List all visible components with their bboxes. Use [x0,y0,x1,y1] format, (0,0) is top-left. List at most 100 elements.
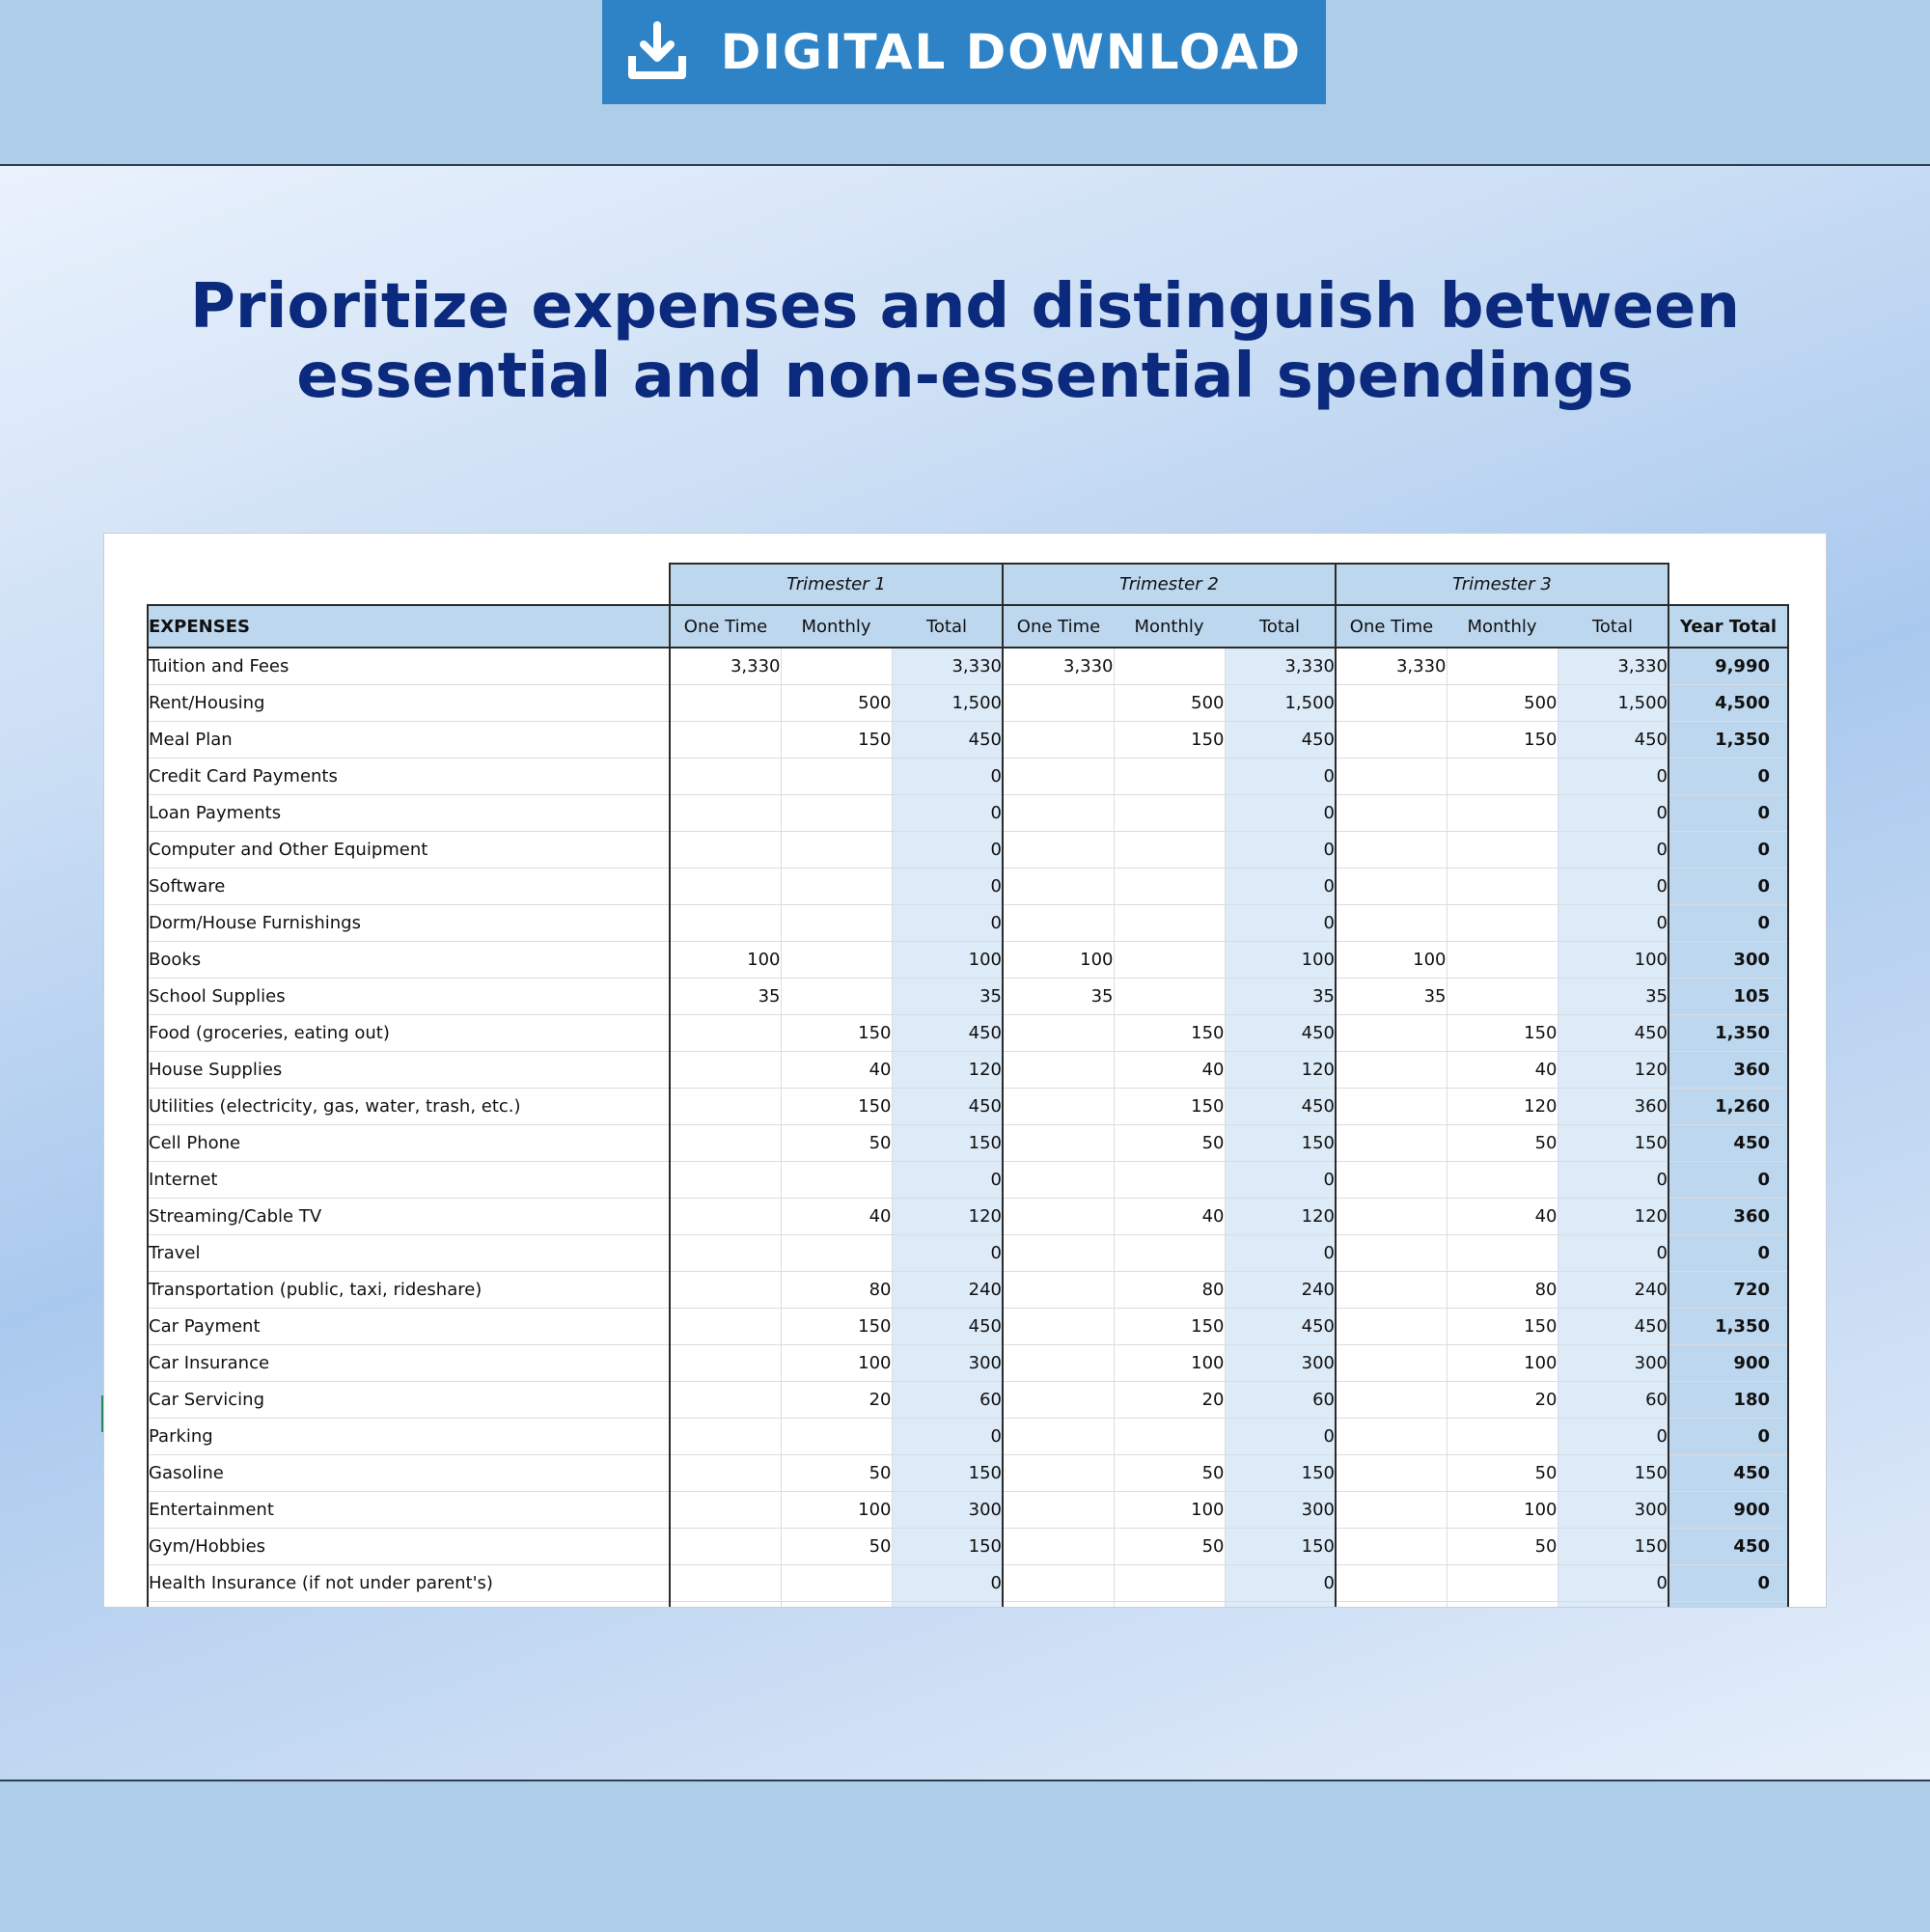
one-time-cell[interactable] [1003,1271,1115,1309]
total-cell[interactable]: 0 [1225,904,1337,942]
monthly-cell[interactable]: 20 [781,1381,893,1419]
one-time-cell[interactable] [670,1381,782,1419]
total-cell[interactable]: 450 [1558,1014,1669,1052]
expense-label[interactable]: Car Servicing [147,1381,671,1419]
total-cell[interactable]: 45 [1225,1601,1337,1607]
expense-label[interactable]: Loan Payments [147,794,671,832]
total-cell[interactable]: 0 [1558,758,1669,795]
one-time-cell[interactable] [1336,1271,1448,1309]
one-time-cell[interactable] [670,794,782,832]
year-total-cell[interactable]: 900 [1668,1491,1789,1529]
monthly-cell[interactable] [781,904,893,942]
year-total-cell[interactable]: 0 [1668,1234,1789,1272]
total-cell[interactable]: 100 [1225,941,1337,979]
one-time-cell[interactable] [670,1418,782,1455]
total-cell[interactable]: 150 [1558,1124,1669,1162]
total-cell[interactable]: 0 [1558,1418,1669,1455]
total-cell[interactable]: 0 [1225,1418,1337,1455]
one-time-cell[interactable] [1336,1234,1448,1272]
monthly-cell[interactable]: 150 [781,1014,893,1052]
one-time-cell[interactable] [1336,794,1448,832]
monthly-cell[interactable]: 100 [781,1344,893,1382]
total-cell[interactable]: 360 [1558,1088,1669,1125]
monthly-cell[interactable]: 50 [1114,1124,1226,1162]
expense-label[interactable]: Meal Plan [147,721,671,759]
total-cell[interactable]: 300 [1558,1491,1669,1529]
total-cell[interactable]: 150 [1558,1454,1669,1492]
one-time-cell[interactable] [1336,1014,1448,1052]
monthly-cell[interactable]: 100 [1447,1344,1558,1382]
one-time-cell[interactable] [1336,1564,1448,1602]
one-time-cell[interactable]: 100 [1336,941,1448,979]
one-time-cell[interactable] [1003,1088,1115,1125]
monthly-cell[interactable]: 150 [1114,1308,1226,1345]
total-cell[interactable]: 150 [1225,1124,1337,1162]
one-time-cell[interactable] [670,1161,782,1199]
total-cell[interactable]: 0 [1558,794,1669,832]
total-cell[interactable]: 450 [1225,721,1337,759]
total-cell[interactable]: 300 [1225,1491,1337,1529]
one-time-cell[interactable]: 100 [670,941,782,979]
total-cell[interactable]: 0 [1558,1234,1669,1272]
monthly-cell[interactable]: 100 [1114,1344,1226,1382]
total-cell[interactable]: 60 [1558,1381,1669,1419]
total-cell[interactable]: 0 [892,1564,1004,1602]
total-cell[interactable]: 450 [1558,721,1669,759]
monthly-cell[interactable]: 40 [1447,1198,1558,1235]
one-time-cell[interactable] [1336,684,1448,722]
one-time-cell[interactable] [1003,904,1115,942]
expense-label[interactable]: House Supplies [147,1051,671,1089]
one-time-cell[interactable] [1003,1234,1115,1272]
total-cell[interactable]: 450 [892,1308,1004,1345]
expense-label[interactable]: Streaming/Cable TV [147,1198,671,1235]
one-time-cell[interactable] [1336,758,1448,795]
monthly-cell[interactable] [1114,648,1226,685]
total-cell[interactable]: 0 [1225,794,1337,832]
monthly-cell[interactable]: 150 [1447,721,1558,759]
year-total-cell[interactable]: 0 [1668,1418,1789,1455]
one-time-cell[interactable] [670,1308,782,1345]
one-time-cell[interactable] [1003,1308,1115,1345]
one-time-cell[interactable] [1003,1344,1115,1382]
one-time-cell[interactable]: 35 [670,978,782,1015]
monthly-cell[interactable]: 50 [1447,1454,1558,1492]
one-time-cell[interactable] [1336,1198,1448,1235]
monthly-cell[interactable]: 500 [1447,684,1558,722]
monthly-cell[interactable] [781,831,893,869]
total-cell[interactable]: 450 [892,1088,1004,1125]
total-cell[interactable]: 150 [892,1528,1004,1565]
total-cell[interactable]: 0 [892,1234,1004,1272]
one-time-cell[interactable] [670,904,782,942]
total-cell[interactable]: 0 [1225,1564,1337,1602]
monthly-cell[interactable]: 150 [781,1088,893,1125]
monthly-cell[interactable] [1114,1161,1226,1199]
total-cell[interactable]: 120 [1558,1198,1669,1235]
one-time-cell[interactable] [670,1271,782,1309]
monthly-cell[interactable]: 20 [1114,1381,1226,1419]
monthly-cell[interactable]: 150 [781,1308,893,1345]
monthly-cell[interactable]: 80 [781,1271,893,1309]
digital-download-banner[interactable]: DIGITAL DOWNLOAD [602,0,1326,104]
year-total-cell[interactable]: 360 [1668,1198,1789,1235]
total-cell[interactable]: 120 [1558,1051,1669,1089]
expense-label[interactable]: Dorm/House Furnishings [147,904,671,942]
monthly-cell[interactable] [781,794,893,832]
one-time-cell[interactable] [1003,684,1115,722]
year-total-cell[interactable]: 0 [1668,758,1789,795]
monthly-cell[interactable] [1447,941,1558,979]
monthly-cell[interactable] [1114,941,1226,979]
monthly-cell[interactable]: 20 [1447,1381,1558,1419]
total-cell[interactable]: 45 [1558,1601,1669,1607]
monthly-cell[interactable] [1447,1234,1558,1272]
monthly-cell[interactable]: 50 [781,1124,893,1162]
monthly-cell[interactable] [1447,831,1558,869]
total-cell[interactable]: 0 [892,1418,1004,1455]
total-cell[interactable]: 300 [1558,1344,1669,1382]
monthly-cell[interactable] [1447,1564,1558,1602]
one-time-cell[interactable] [670,1014,782,1052]
monthly-cell[interactable]: 100 [1114,1491,1226,1529]
total-cell[interactable]: 240 [892,1271,1004,1309]
year-total-cell[interactable]: 1,350 [1668,721,1789,759]
total-cell[interactable]: 1,500 [1225,684,1337,722]
one-time-cell[interactable] [1003,758,1115,795]
